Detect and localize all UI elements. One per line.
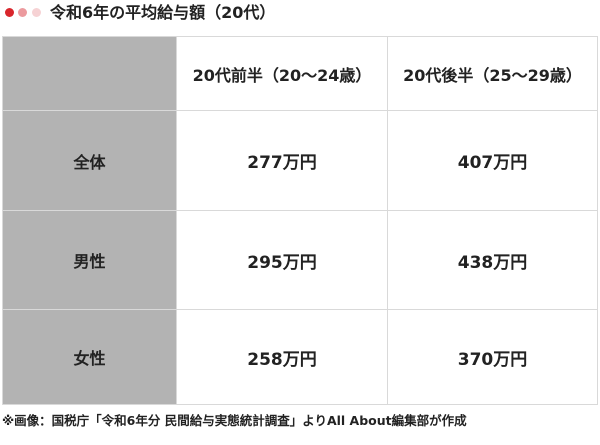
accent-dot-1: [5, 8, 14, 17]
table-header-row: 20代前半（20～24歳） 20代後半（25～29歳）: [2, 36, 598, 111]
page-title: 令和6年の平均給与額（20代）: [50, 3, 276, 22]
table-row-male: 男性 295万円 438万円: [2, 210, 598, 310]
title-bar: 令和6年の平均給与額（20代）: [0, 0, 600, 27]
cell-male-late: 438万円: [387, 210, 598, 310]
accent-dot-3: [32, 8, 41, 17]
cell-female-late: 370万円: [387, 309, 598, 405]
table-row-female: 女性 258万円 370万円: [2, 309, 598, 405]
row-label-male: 男性: [2, 210, 177, 310]
source-note: ※画像：国税庁「令和6年分 民間給与実態統計調査」よりAll About編集部が…: [2, 413, 467, 428]
table-corner-cell: [2, 36, 177, 111]
row-label-female: 女性: [2, 309, 177, 405]
row-label-overall: 全体: [2, 110, 177, 211]
cell-overall-late: 407万円: [387, 110, 598, 211]
column-header-early-twenties: 20代前半（20～24歳）: [176, 36, 388, 111]
accent-dot-2: [18, 8, 27, 17]
table-row-overall: 全体 277万円 407万円: [2, 110, 598, 211]
cell-male-early: 295万円: [176, 210, 388, 310]
column-header-late-twenties: 20代後半（25～29歳）: [387, 36, 598, 111]
salary-table: 20代前半（20～24歳） 20代後半（25～29歳） 全体 277万円 407…: [2, 36, 598, 405]
cell-female-early: 258万円: [176, 309, 388, 405]
cell-overall-early: 277万円: [176, 110, 388, 211]
